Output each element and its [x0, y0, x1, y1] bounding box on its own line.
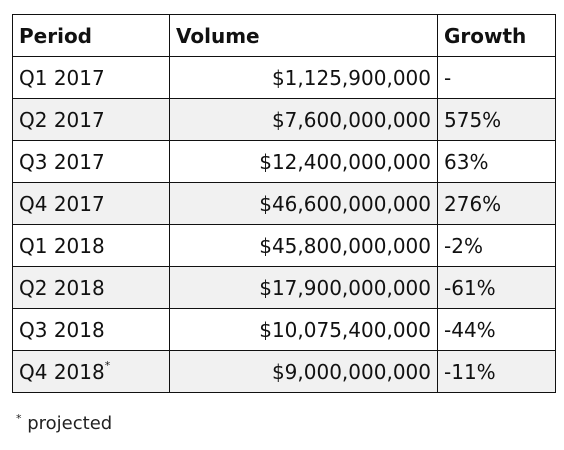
- cell-period: Q4 2017: [12, 182, 170, 225]
- header-period: Period: [12, 14, 170, 57]
- footnote-marker: *: [16, 412, 22, 425]
- cell-volume: $46,600,000,000: [169, 182, 438, 225]
- cell-period: Q3 2017: [12, 140, 170, 183]
- period-label: Q3 2018: [19, 317, 105, 342]
- period-label: Q2 2018: [19, 275, 105, 300]
- header-volume: Volume: [169, 14, 438, 57]
- cell-period: Q3 2018: [12, 308, 170, 351]
- period-label: Q4 2017: [19, 191, 105, 216]
- cell-volume: $9,000,000,000: [169, 350, 438, 393]
- table-row: Q1 2018 $45,800,000,000 -2%: [12, 224, 556, 267]
- period-label: Q3 2017: [19, 149, 105, 174]
- cell-period: Q1 2017: [12, 56, 170, 99]
- table-row: Q3 2018 $10,075,400,000 -44%: [12, 308, 556, 351]
- cell-volume: $1,125,900,000: [169, 56, 438, 99]
- cell-volume: $12,400,000,000: [169, 140, 438, 183]
- cell-growth: 63%: [437, 140, 556, 183]
- table-row: Q4 2018* $9,000,000,000 -11%: [12, 350, 556, 393]
- cell-growth: -2%: [437, 224, 556, 267]
- cell-volume: $10,075,400,000: [169, 308, 438, 351]
- footnote-text: projected: [21, 413, 113, 434]
- cell-period: Q1 2018: [12, 224, 170, 267]
- period-label: Q2 2017: [19, 107, 105, 132]
- footnote: * projected: [16, 412, 113, 434]
- table-row: Q2 2017 $7,600,000,000 575%: [12, 98, 556, 141]
- cell-period: Q2 2018: [12, 266, 170, 309]
- cell-growth: -44%: [437, 308, 556, 351]
- cell-growth: -: [437, 56, 556, 99]
- cell-growth: 276%: [437, 182, 556, 225]
- table-row: Q2 2018 $17,900,000,000 -61%: [12, 266, 556, 309]
- volume-table: Period Volume Growth Q1 2017 $1,125,900,0…: [12, 14, 556, 393]
- projected-marker: *: [104, 358, 111, 372]
- table-row: Q4 2017 $46,600,000,000 276%: [12, 182, 556, 225]
- cell-growth: -61%: [437, 266, 556, 309]
- cell-volume: $7,600,000,000: [169, 98, 438, 141]
- table-row: Q3 2017 $12,400,000,000 63%: [12, 140, 556, 183]
- period-label: Q1 2017: [19, 65, 105, 90]
- header-growth: Growth: [437, 14, 556, 57]
- cell-growth: -11%: [437, 350, 556, 393]
- cell-period: Q2 2017: [12, 98, 170, 141]
- cell-growth: 575%: [437, 98, 556, 141]
- period-label: Q4 2018: [19, 359, 105, 384]
- table-body: Q1 2017 $1,125,900,000- Q2 2017 $7,600,000,…: [12, 56, 556, 393]
- cell-volume: $45,800,000,000: [169, 224, 438, 267]
- table-header-row: Period Volume Growth: [12, 14, 556, 57]
- cell-period: Q4 2018*: [12, 350, 170, 393]
- table-row: Q1 2017 $1,125,900,000-: [12, 56, 556, 99]
- cell-volume: $17,900,000,000: [169, 266, 438, 309]
- period-label: Q1 2018: [19, 233, 105, 258]
